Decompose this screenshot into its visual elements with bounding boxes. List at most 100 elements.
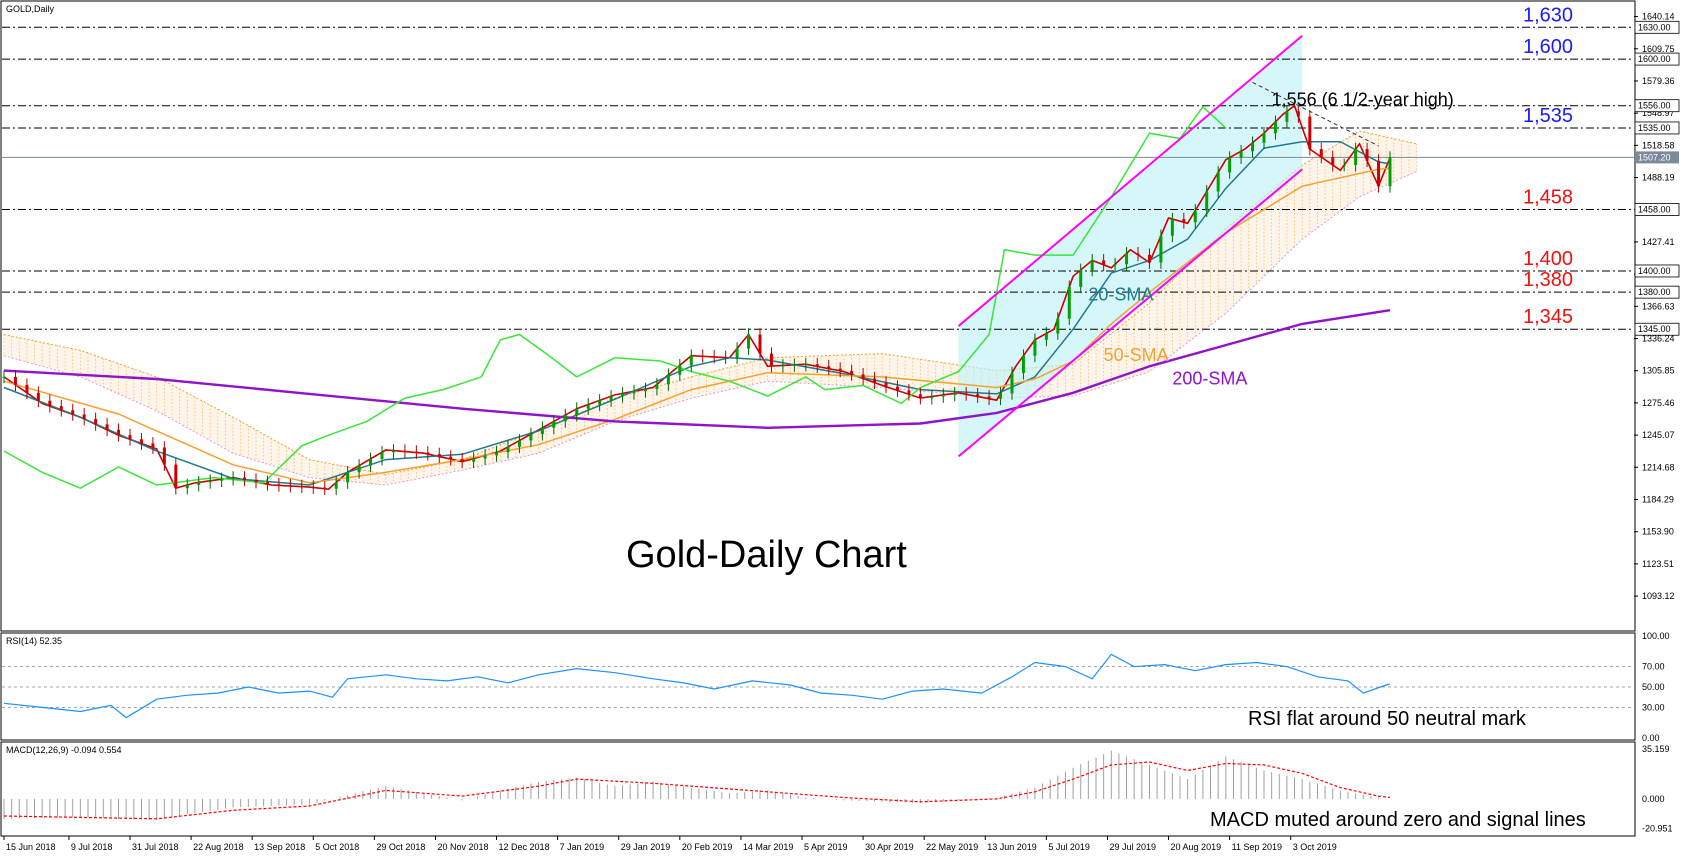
- rsi-line: [3, 653, 1391, 719]
- candle-body: [1331, 157, 1335, 166]
- candle-body: [953, 393, 957, 395]
- level-axis-label: 1630.00: [1638, 22, 1671, 32]
- candle-body: [277, 484, 281, 486]
- x-axis-tick-label: 5 Apr 2019: [804, 842, 848, 852]
- x-axis-tick-label: 20 Nov 2018: [437, 842, 488, 852]
- chart-annotation: 50-SMA: [1104, 345, 1169, 365]
- macd-axis-tick-label: 35.159: [1642, 744, 1670, 754]
- level-axis-label: 1400.00: [1638, 266, 1671, 276]
- candle-body: [117, 429, 121, 436]
- level-label: 1,535: [1523, 105, 1573, 127]
- level-axis-box: [1634, 121, 1680, 135]
- candle-body: [162, 447, 166, 465]
- candle-body: [563, 415, 567, 422]
- channel-lower-line: [957, 168, 1303, 458]
- candle-body: [712, 356, 716, 358]
- candle-body: [666, 374, 670, 385]
- candle-body: [689, 355, 693, 366]
- candle-body: [208, 480, 212, 483]
- candle-body: [1296, 111, 1300, 117]
- candle-body: [59, 406, 63, 411]
- candle-body: [36, 392, 40, 401]
- candle-body: [357, 465, 361, 473]
- x-axis-tick-label: 9 Jul 2018: [71, 842, 113, 852]
- candle-body: [678, 365, 682, 375]
- candle-body: [976, 394, 980, 397]
- candle-body: [643, 388, 647, 392]
- y-axis-tick-label: 1518.58: [1642, 140, 1675, 150]
- candle-body: [1044, 333, 1048, 340]
- y-axis-tick-label: 1214.68: [1642, 462, 1675, 472]
- candle-body: [540, 427, 544, 435]
- ichimoku-senkou-a-line: [3, 130, 1417, 475]
- y-axis-tick-label: 1336.24: [1642, 334, 1675, 344]
- level-axis-box: [1634, 52, 1680, 66]
- candle-body: [128, 435, 132, 440]
- candle-body: [369, 458, 373, 466]
- rsi-indicator-label: RSI(14) 52.35: [6, 636, 62, 646]
- candle-body: [1193, 210, 1197, 223]
- macd-axis-tick-label: -20.951: [1642, 824, 1673, 834]
- level-label: 1,400: [1523, 248, 1573, 270]
- candle-body: [632, 391, 636, 394]
- candle-body: [1308, 116, 1312, 150]
- y-axis-tick-label: 1275.46: [1642, 398, 1675, 408]
- level-label: 1,458: [1523, 187, 1573, 209]
- level-label: 1,345: [1523, 306, 1573, 328]
- level-label: 1,380: [1523, 269, 1573, 291]
- candle-body: [1125, 253, 1129, 265]
- candle-body: [300, 486, 304, 488]
- x-axis-tick-label: 5 Jul 2019: [1048, 842, 1090, 852]
- candle-body: [1205, 191, 1209, 211]
- macd-indicator-label: MACD(12,26,9) -0.094 0.554: [6, 745, 122, 755]
- rsi-panel: [0, 632, 1636, 741]
- ichimoku-senkou-b-line: [3, 170, 1417, 486]
- rsi-annotation: RSI flat around 50 neutral mark: [1248, 708, 1527, 730]
- x-axis-tick-label: 29 Oct 2018: [376, 842, 425, 852]
- y-axis-tick-label: 1093.12: [1642, 591, 1675, 601]
- candle-body: [346, 472, 350, 483]
- candle-body: [1365, 149, 1369, 161]
- candle-body: [243, 477, 247, 480]
- candle-body: [735, 348, 739, 358]
- candle-body: [174, 464, 178, 489]
- candle-body: [701, 355, 705, 357]
- candle-body: [426, 452, 430, 455]
- level-axis-box: [1634, 264, 1680, 278]
- candle-body: [895, 386, 899, 391]
- series-line-chikou-span: [3, 105, 1227, 490]
- level-label: 1,600: [1523, 36, 1573, 58]
- series-line-200-sma: [3, 309, 1391, 430]
- candle-body: [575, 408, 579, 416]
- chart-annotation: 200-SMA: [1172, 368, 1247, 388]
- candle-body: [449, 456, 453, 460]
- y-axis-tick-label: 1548.97: [1642, 108, 1675, 118]
- candle-body: [1021, 355, 1025, 374]
- macd-signal-line: [3, 761, 1391, 820]
- candle-body: [231, 477, 235, 480]
- y-axis-tick-label: 1184.29: [1642, 495, 1674, 505]
- chart-annotation: 1,556 (6 1/2-year high): [1272, 90, 1454, 110]
- candle-body: [139, 439, 143, 444]
- macd-axis-tick-label: 0.000: [1642, 794, 1665, 804]
- x-axis-tick-label: 11 Sep 2019: [1232, 842, 1282, 852]
- level-axis-box: [1634, 322, 1680, 336]
- candle-body: [1056, 318, 1060, 334]
- current-price-axis-label: 1507.20: [1638, 152, 1671, 162]
- level-label: 1,630: [1523, 4, 1573, 26]
- candle-body: [403, 450, 407, 452]
- x-axis-tick-label: 29 Jan 2019: [621, 842, 671, 852]
- level-axis-box: [1634, 99, 1680, 113]
- y-axis-tick-label: 1366.63: [1642, 301, 1675, 311]
- candle-body: [1228, 157, 1232, 173]
- candle-body: [265, 482, 269, 485]
- candle-body: [586, 404, 590, 409]
- candle-body: [1354, 149, 1358, 166]
- y-axis-tick-label: 1305.85: [1642, 366, 1675, 376]
- x-axis-tick-label: 13 Sep 2018: [254, 842, 305, 852]
- x-axis-tick-label: 30 Apr 2019: [865, 842, 914, 852]
- candle-body: [792, 364, 796, 366]
- candle-body: [1388, 157, 1392, 187]
- main-price-panel: [0, 0, 1636, 632]
